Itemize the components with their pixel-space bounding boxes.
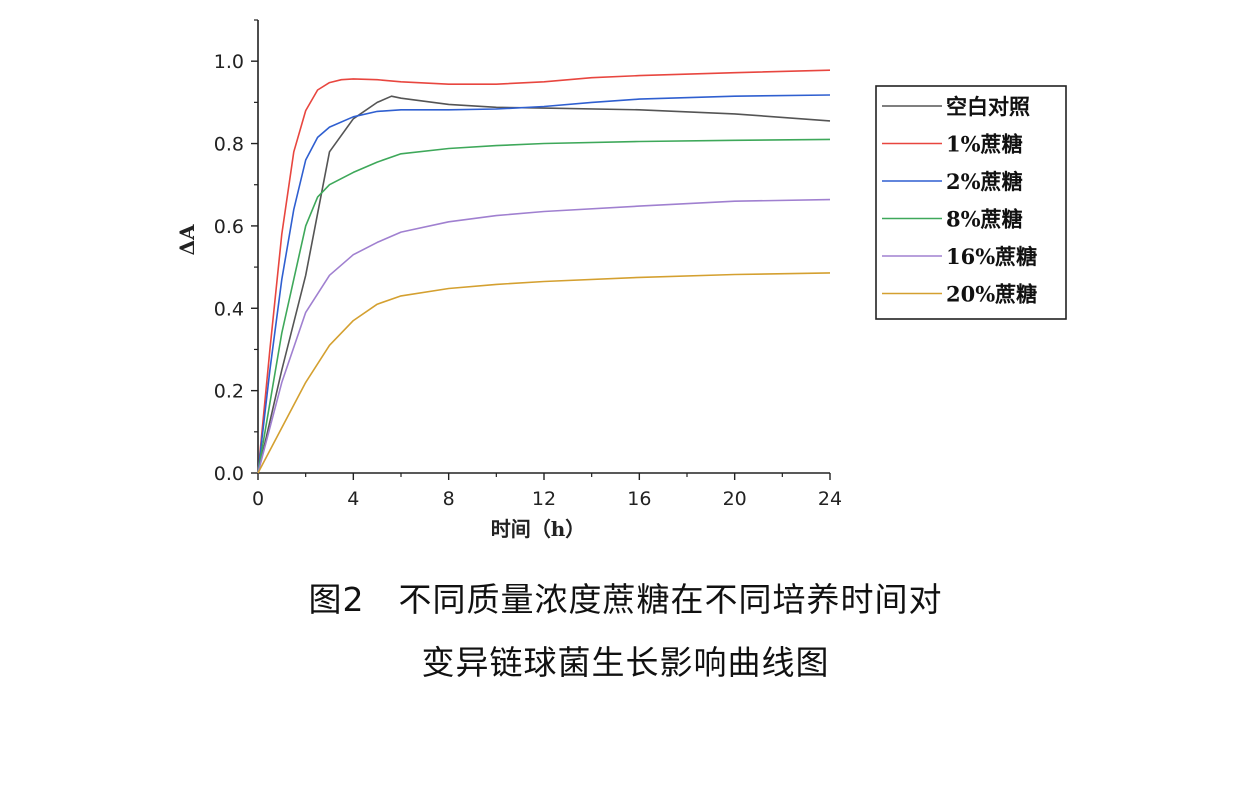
series-line-0 xyxy=(257,95,831,474)
series-line-3 xyxy=(257,138,831,474)
y-tick-label: 0.0 xyxy=(214,463,244,485)
y-tick-label: 0.6 xyxy=(214,216,244,238)
x-tick-label: 4 xyxy=(347,488,359,510)
series-line-1 xyxy=(257,69,831,474)
x-tick-label: 16 xyxy=(627,488,651,510)
legend-label-4: 16%蔗糖 xyxy=(946,244,1037,269)
x-axis-label: 时间（h） xyxy=(491,517,586,541)
line-chart: 0 4 8 12 16 20 24 0.0 0.2 0.4 0.6 0.8 1.0 时间（h） ΔA 空… xyxy=(175,19,1067,541)
y-tick-label: 0.8 xyxy=(214,134,244,156)
figure-caption-line2: 变异链球菌生长影响曲线图 xyxy=(421,643,830,682)
y-tick-label: 0.4 xyxy=(214,298,244,320)
y-axis-label: ΔA xyxy=(175,224,199,256)
legend: 空白对照 1%蔗糖 2%蔗糖 8%蔗糖 16%蔗糖 20%蔗糖 xyxy=(875,85,1067,320)
series-lines xyxy=(257,69,831,474)
series-line-4 xyxy=(257,198,831,474)
legend-box xyxy=(875,85,1067,320)
y-tick-label: 1.0 xyxy=(214,51,244,73)
axes xyxy=(251,19,831,480)
x-tick-label: 0 xyxy=(252,488,264,510)
series-line-5 xyxy=(257,272,831,474)
legend-label-1: 1%蔗糖 xyxy=(946,132,1023,157)
tick-labels: 0 4 8 12 16 20 24 0.0 0.2 0.4 0.6 0.8 1.0 xyxy=(214,51,842,510)
x-tick-label: 20 xyxy=(723,488,747,510)
legend-label-0: 空白对照 xyxy=(946,94,1030,119)
legend-label-3: 8%蔗糖 xyxy=(946,207,1023,232)
x-tick-label: 12 xyxy=(532,488,556,510)
legend-label-5: 20%蔗糖 xyxy=(946,282,1037,307)
x-tick-label: 24 xyxy=(818,488,842,510)
y-tick-label: 0.2 xyxy=(214,381,244,403)
figure-caption-line1: 图2 不同质量浓度蔗糖在不同培养时间对 xyxy=(308,580,943,619)
x-tick-label: 8 xyxy=(443,488,455,510)
series-line-2 xyxy=(257,94,831,474)
legend-label-2: 2%蔗糖 xyxy=(946,169,1023,194)
